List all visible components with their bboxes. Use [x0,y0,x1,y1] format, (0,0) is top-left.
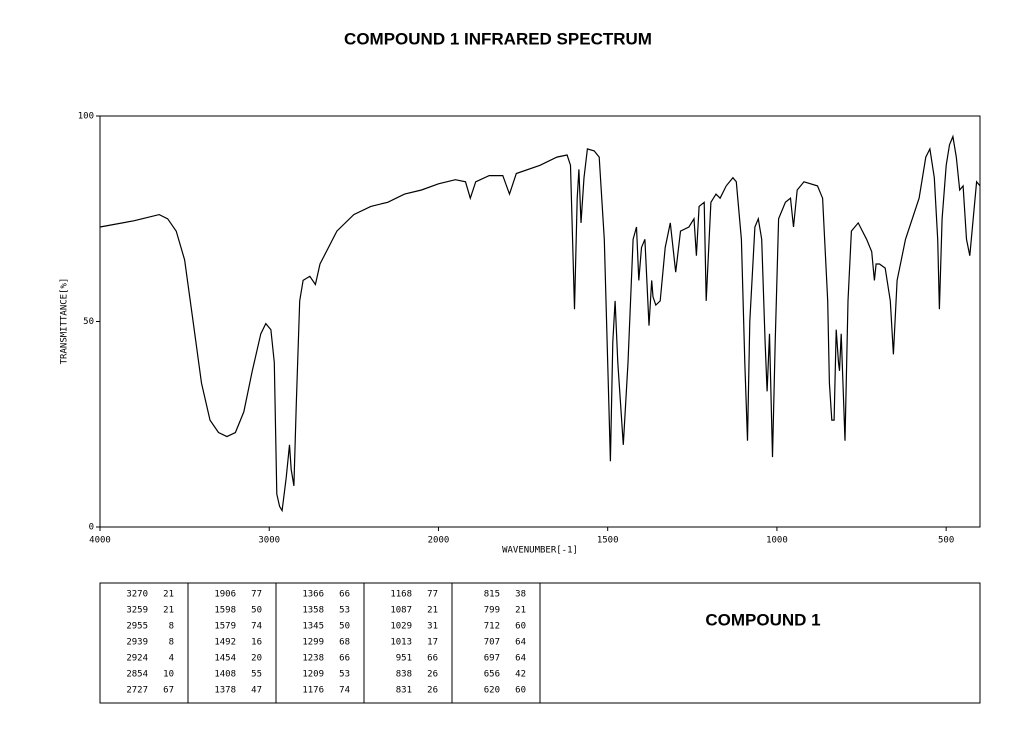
table-cell: 2854 [126,670,148,680]
table-cell: 2727 [126,686,148,696]
table-cell: 10 [163,670,174,680]
table-cell: 4 [169,654,174,664]
table-cell: 1029 [390,622,412,632]
table-cell: 707 [484,638,500,648]
table-cell: 53 [339,670,350,680]
table-cell: 1408 [214,670,236,680]
table-cell: 1209 [302,670,324,680]
table-cell: 42 [515,670,526,680]
table-cell: 55 [251,670,262,680]
table-cell: 1013 [390,638,412,648]
table-cell: 31 [427,622,438,632]
table-cell: 1366 [302,590,324,600]
table-cell: 64 [515,638,526,648]
table-cell: 712 [484,622,500,632]
table-cell: 38 [515,590,526,600]
x-tick-label: 2000 [428,536,450,546]
table-cell: 26 [427,686,438,696]
table-cell: 1176 [302,686,324,696]
table-cell: 21 [163,590,174,600]
table-cell: 50 [339,622,350,632]
table-cell: 1454 [214,654,236,664]
table-cell: 815 [484,590,500,600]
table-cell: 1378 [214,686,236,696]
table-cell: 3270 [126,590,148,600]
table-cell: 1358 [302,606,324,616]
table-cell: 2924 [126,654,148,664]
table-cell: 77 [251,590,262,600]
table-cell: 66 [339,590,350,600]
table-cell: 53 [339,606,350,616]
table-cell: 64 [515,654,526,664]
table-cell: 799 [484,606,500,616]
table-cell: 2939 [126,638,148,648]
table-cell: 68 [339,638,350,648]
table-cell: 21 [163,606,174,616]
y-tick-label: 100 [78,112,94,122]
x-tick-label: 3000 [258,536,280,546]
table-cell: 831 [396,686,412,696]
table-cell: 16 [251,638,262,648]
y-tick-label: 0 [89,523,94,533]
table-cell: 67 [163,686,174,696]
table-cell: 3259 [126,606,148,616]
table-cell: 21 [515,606,526,616]
table-cell: 17 [427,638,438,648]
table-cell: 838 [396,670,412,680]
y-axis-label: TRANSMITTANCE[%] [60,278,70,365]
table-cell: 1598 [214,606,236,616]
table-cell: 2955 [126,622,148,632]
compound-label: COMPOUND 1 [705,610,820,629]
table-cell: 26 [427,670,438,680]
table-cell: 74 [251,622,262,632]
table-cell: 60 [515,686,526,696]
table-cell: 697 [484,654,500,664]
table-cell: 1579 [214,622,236,632]
table-cell: 951 [396,654,412,664]
x-axis-label: WAVENUMBER[-1] [502,546,578,556]
table-cell: 1238 [302,654,324,664]
table-cell: 1492 [214,638,236,648]
table-cell: 1087 [390,606,412,616]
table-cell: 656 [484,670,500,680]
y-tick-label: 50 [83,317,94,327]
table-cell: 1345 [302,622,324,632]
table-cell: 74 [339,686,350,696]
table-cell: 66 [427,654,438,664]
table-cell: 20 [251,654,262,664]
x-tick-label: 1000 [766,536,788,546]
chart-title: COMPOUND 1 INFRARED SPECTRUM [344,29,652,48]
table-cell: 47 [251,686,262,696]
table-cell: 1906 [214,590,236,600]
table-cell: 8 [169,638,174,648]
x-tick-label: 500 [938,536,954,546]
table-cell: 50 [251,606,262,616]
table-cell: 60 [515,622,526,632]
spectrum-line [99,134,981,513]
table-cell: 620 [484,686,500,696]
x-tick-label: 4000 [89,536,111,546]
table-cell: 66 [339,654,350,664]
table-cell: 1168 [390,590,412,600]
table-cell: 77 [427,590,438,600]
table-cell: 21 [427,606,438,616]
table-cell: 8 [169,622,174,632]
x-tick-label: 1500 [597,536,619,546]
table-cell: 1299 [302,638,324,648]
